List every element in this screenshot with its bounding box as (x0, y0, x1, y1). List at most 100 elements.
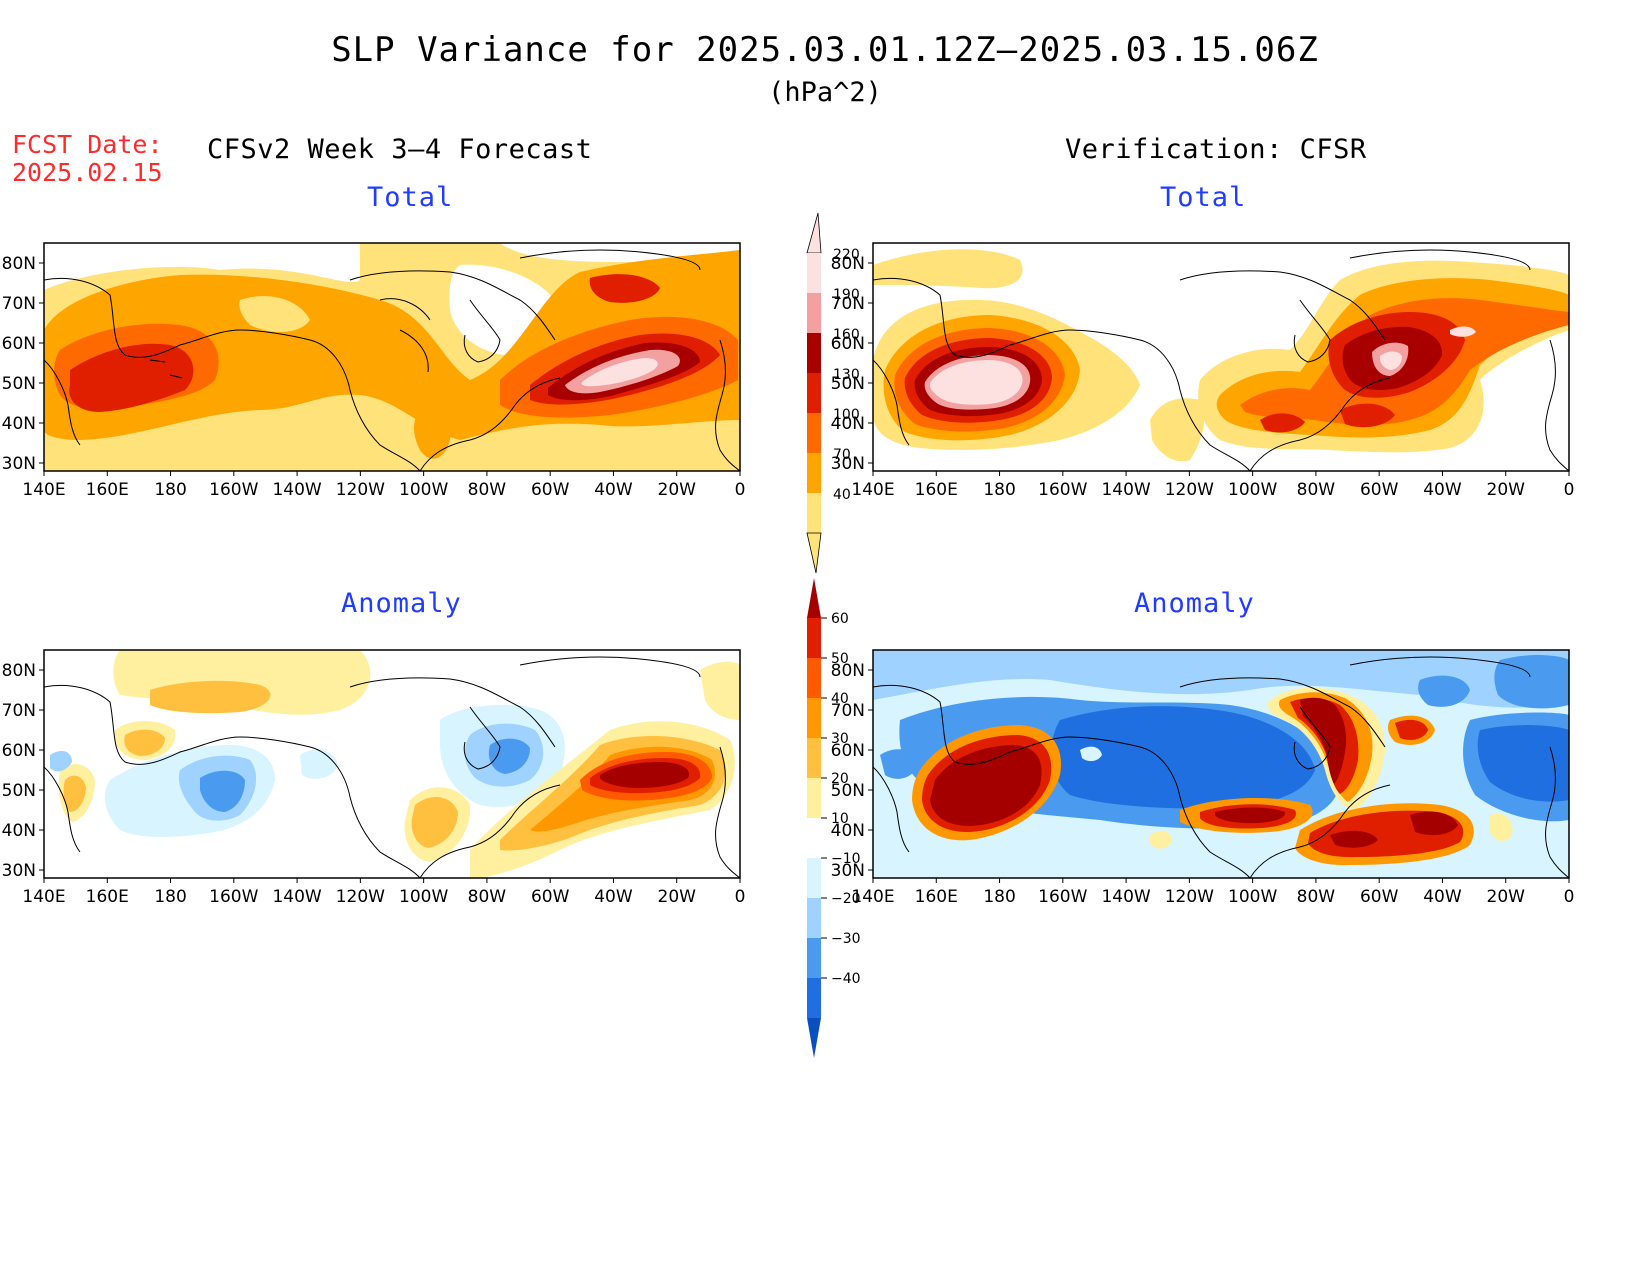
lat-label: 40N (2, 414, 36, 434)
colorbar-swatch (807, 898, 821, 938)
colorbar-swatch (807, 698, 821, 738)
lon-label: 100W (399, 887, 448, 907)
map-forecast-total (43, 242, 741, 472)
lat-label: 60N (2, 334, 36, 354)
colorbar-label: 220 (833, 247, 860, 263)
colorbar-swatch (807, 293, 821, 333)
lat-label: 40N (831, 414, 865, 434)
colorbar-label: 20 (831, 771, 849, 787)
colorbar-label: −20 (831, 891, 861, 907)
map-forecast-anomaly (43, 649, 741, 879)
lat-label: 30N (831, 454, 865, 474)
lat-label: 80N (831, 661, 865, 681)
lat-label: 60N (2, 741, 36, 761)
colorbar-top-arrow (806, 212, 822, 254)
lon-label: 80W (1297, 887, 1336, 907)
lon-label: 120W (336, 480, 385, 500)
lon-label: 180 (983, 887, 1015, 907)
lon-label: 140E (851, 480, 894, 500)
colorbar-top-arrow (807, 578, 821, 618)
lon-label: 100W (1228, 480, 1277, 500)
colorbar-swatch (807, 658, 821, 698)
lat-label: 80N (831, 254, 865, 274)
lon-label: 100W (1228, 887, 1277, 907)
lat-label: 50N (2, 781, 36, 801)
lon-label: 140E (22, 887, 65, 907)
colorbar-label: 40 (831, 691, 849, 707)
verification-total-title: Total (1160, 182, 1247, 213)
lon-label: 100W (399, 480, 448, 500)
lat-label: 30N (831, 861, 865, 881)
map-frame (872, 242, 1570, 472)
total-colorbar: 220 190 160 130 100 70 40 (806, 212, 860, 574)
lat-label: 60N (831, 741, 865, 761)
lon-label: 120W (336, 887, 385, 907)
colorbar-label: 40 (833, 487, 851, 503)
colorbar-label: 10 (831, 811, 849, 827)
colorbar-swatch (807, 333, 821, 373)
lat-label: 60N (831, 334, 865, 354)
colorbar-swatch (807, 618, 821, 658)
anomaly-colorbar: 60 50 40 30 20 10 −10 −20 −30 −40 (807, 578, 861, 1058)
colorbar-swatch (807, 373, 821, 413)
lon-label: 60W (531, 480, 570, 500)
colorbar-swatch (807, 413, 821, 453)
lon-label: 160W (1038, 887, 1087, 907)
lon-label: 140W (272, 480, 321, 500)
lon-label: 140E (851, 887, 894, 907)
lat-label: 30N (2, 861, 36, 881)
colorbar-label: 130 (833, 367, 860, 383)
lat-label: 50N (831, 374, 865, 394)
colorbar-swatch (807, 738, 821, 778)
lon-label: 140E (22, 480, 65, 500)
forecast-date-label: FCST Date: (12, 130, 163, 159)
lon-label: 180 (983, 480, 1015, 500)
lon-label: 40W (1423, 887, 1462, 907)
lon-label: 80W (1297, 480, 1336, 500)
lat-label: 80N (2, 254, 36, 274)
colorbar-label: −30 (831, 931, 861, 947)
forecast-heading: CFSv2 Week 3–4 Forecast (207, 134, 593, 165)
map-verification-anomaly (872, 649, 1570, 879)
colorbar-label: 50 (831, 651, 849, 667)
colorbar-swatch (807, 453, 821, 493)
lat-label: 70N (2, 294, 36, 314)
colorbar-label: 190 (833, 287, 860, 303)
lon-label: 140W (1101, 887, 1150, 907)
colorbar-swatch (807, 978, 821, 1018)
colorbar-label: 160 (833, 327, 860, 343)
map-verification-total (872, 242, 1570, 472)
lon-label: 40W (1423, 480, 1462, 500)
lat-label: 70N (831, 294, 865, 314)
lon-label: 0 (735, 480, 746, 500)
colorbar-label: 60 (831, 611, 849, 627)
lon-label: 120W (1165, 480, 1214, 500)
colorbar-bottom-arrow (806, 532, 822, 574)
lon-label: 160E (86, 480, 129, 500)
forecast-date: 2025.02.15 (12, 158, 163, 187)
colorbar-bottom-arrow (807, 1018, 821, 1058)
verification-heading: Verification: CFSR (1065, 134, 1367, 165)
lat-label: 50N (2, 374, 36, 394)
figure-units: (hPa^2) (768, 77, 882, 108)
lon-label: 60W (1360, 887, 1399, 907)
colorbar-label: −10 (831, 851, 861, 867)
lat-label: 70N (2, 701, 36, 721)
lon-label: 80W (468, 480, 507, 500)
map-frame (872, 649, 1570, 879)
colorbar-label: 70 (833, 447, 851, 463)
lon-label: 0 (735, 887, 746, 907)
colorbar-swatch (807, 778, 821, 818)
verification-anomaly-title: Anomaly (1134, 588, 1255, 619)
lon-label: 160E (86, 887, 129, 907)
lon-label: 0 (1564, 480, 1575, 500)
colorbar-swatch (807, 938, 821, 978)
lon-label: 180 (154, 887, 186, 907)
colorbar-swatch (807, 493, 821, 533)
lat-label: 80N (2, 661, 36, 681)
colorbar-label: −40 (831, 971, 861, 987)
lat-label: 40N (831, 821, 865, 841)
lon-label: 140W (1101, 480, 1150, 500)
lon-label: 20W (658, 887, 697, 907)
